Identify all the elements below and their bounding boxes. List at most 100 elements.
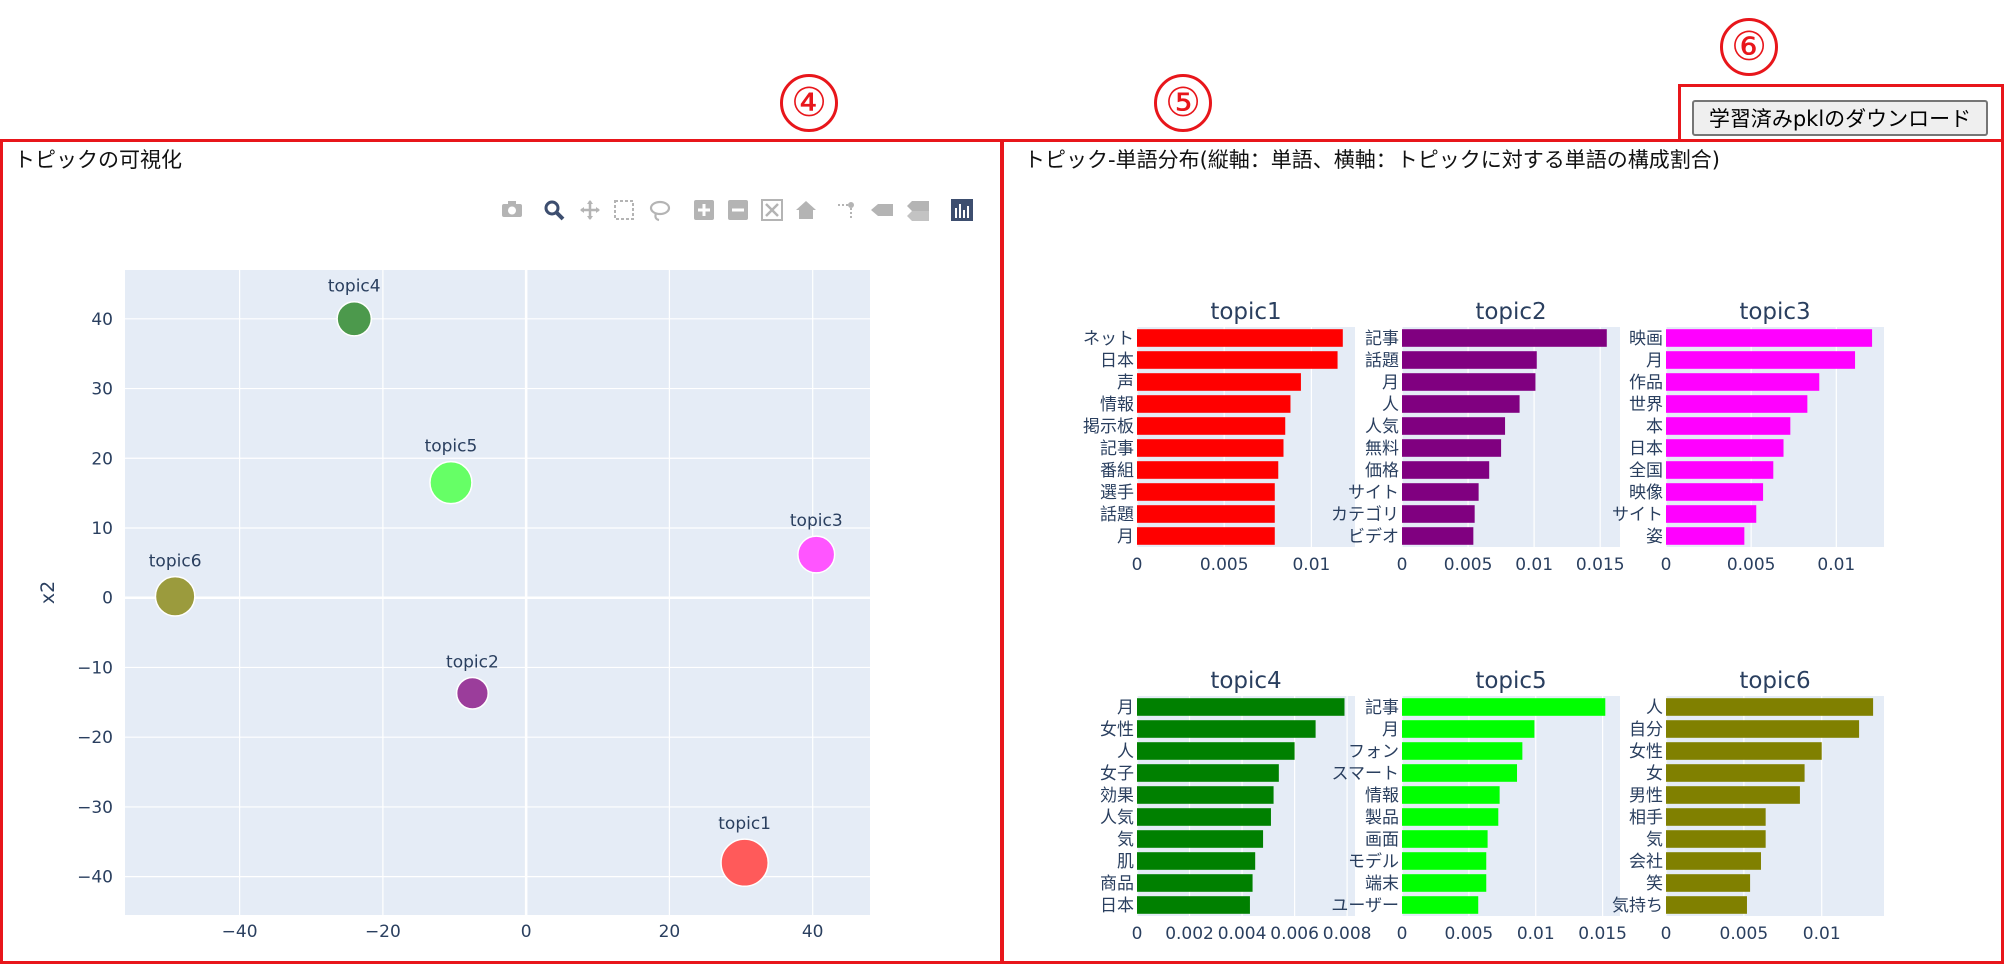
bar-topic5-1[interactable] [1402,720,1535,738]
zoom-out-icon[interactable] [728,200,748,220]
bar-topic1-7[interactable] [1137,483,1275,501]
bar-category-label: 記事 [1365,329,1399,349]
box-select-icon[interactable] [614,200,634,220]
bar-topic3-7[interactable] [1666,483,1764,501]
bar-category-label: 女性 [1100,720,1134,740]
bar-topic5-9[interactable] [1402,896,1479,914]
bar-topic3-3[interactable] [1666,395,1808,413]
bar-topic3-0[interactable] [1666,329,1873,347]
bar-category-label: 画面 [1365,830,1399,850]
bar-topic3-8[interactable] [1666,505,1757,523]
lasso-select-icon[interactable] [649,200,671,222]
bar-x-tick-label: 0.015 [1578,924,1627,944]
bar-x-tick-label: 0 [1132,924,1143,944]
bar-topic3-6[interactable] [1666,461,1774,479]
bar-topic6-7[interactable] [1666,852,1761,870]
bar-topic5-4[interactable] [1402,786,1500,804]
bar-topic5-6[interactable] [1402,830,1488,848]
bar-topic6-2[interactable] [1666,742,1822,760]
hover-compare-icon[interactable] [907,201,929,221]
bar-topic1-2[interactable] [1137,373,1301,391]
bar-category-label: 本 [1646,417,1663,437]
bar-topic4-4[interactable] [1137,786,1274,804]
x-tick-label: −20 [365,922,401,942]
pan-icon[interactable] [580,200,600,220]
bar-topic6-5[interactable] [1666,808,1766,826]
plotly-logo-icon[interactable] [951,199,973,221]
bar-topic2-9[interactable] [1402,527,1474,545]
bar-topic5-3[interactable] [1402,764,1518,782]
bar-topic2-6[interactable] [1402,461,1490,479]
bar-topic1-9[interactable] [1137,527,1275,545]
bar-topic6-3[interactable] [1666,764,1805,782]
bar-topic4-3[interactable] [1137,764,1279,782]
bar-topic6-1[interactable] [1666,720,1860,738]
bar-topic1-6[interactable] [1137,461,1279,479]
bar-topic1-3[interactable] [1137,395,1291,413]
bar-topic2-0[interactable] [1402,329,1607,347]
bar-x-tick-label: 0 [1132,555,1143,575]
bar-topic6-4[interactable] [1666,786,1800,804]
bar-topic4-9[interactable] [1137,896,1250,914]
bar-topic4-5[interactable] [1137,808,1271,826]
bar-topic5-5[interactable] [1402,808,1499,826]
bar-chart-topic5[interactable]: 0 0.005 0.01 0.015 記事月フォンスマート情報製品画面モデル端末ユーザー… [1331,668,1627,944]
bar-topic2-5[interactable] [1402,439,1502,457]
topic-marker-topic4[interactable] [336,300,373,337]
bar-topic4-2[interactable] [1137,742,1295,760]
autoscale-icon[interactable] [761,199,783,221]
bar-topic3-2[interactable] [1666,373,1820,391]
bar-topic4-7[interactable] [1137,852,1256,870]
topic-scatter-chart[interactable]: −40 −30 −20 −10 0 10 20 30 40 −40 −20 0 20 40 x2 topic1… [0,140,1000,964]
topic-marker-topic2[interactable] [455,676,489,710]
bar-topic2-3[interactable] [1402,395,1520,413]
topic-marker-topic1[interactable] [720,838,769,888]
bar-topic4-8[interactable] [1137,874,1253,892]
bar-topic3-4[interactable] [1666,417,1791,435]
bar-topic1-8[interactable] [1137,505,1275,523]
bar-topic2-4[interactable] [1402,417,1506,435]
bar-topic5-0[interactable] [1402,698,1606,716]
bar-topic1-4[interactable] [1137,417,1286,435]
bar-topic6-8[interactable] [1666,874,1751,892]
bar-x-tick-label: 0.015 [1576,555,1625,575]
bar-topic2-1[interactable] [1402,351,1537,369]
reset-axes-icon[interactable] [796,201,816,219]
bar-topic1-5[interactable] [1137,439,1284,457]
bar-topic4-0[interactable] [1137,698,1345,716]
bar-topic6-0[interactable] [1666,698,1874,716]
bar-topic6-9[interactable] [1666,896,1747,914]
hover-closest-icon[interactable] [871,204,893,216]
bar-topic5-7[interactable] [1402,852,1487,870]
bar-topic4-6[interactable] [1137,830,1264,848]
bar-topic5-8[interactable] [1402,874,1487,892]
bar-topic3-9[interactable] [1666,527,1745,545]
bar-topic4-1[interactable] [1137,720,1316,738]
bar-category-label: 自分 [1629,720,1663,740]
topic-marker-topic3[interactable] [797,535,836,574]
camera-icon[interactable] [502,201,522,217]
bar-topic5-2[interactable] [1402,742,1523,760]
bar-topic2-7[interactable] [1402,483,1479,501]
bar-topic3-1[interactable] [1666,351,1856,369]
bar-category-label: ビデオ [1348,526,1399,547]
bar-topic1-0[interactable] [1137,329,1343,347]
bar-topic2-8[interactable] [1402,505,1475,523]
topic-marker-topic5[interactable] [429,460,473,505]
download-pkl-button[interactable]: 学習済みpklのダウンロード [1692,100,1988,136]
bar-topic3-5[interactable] [1666,439,1784,457]
topic-marker-topic6[interactable] [154,575,196,617]
spike-lines-icon[interactable] [836,202,854,220]
bar-topic2-2[interactable] [1402,373,1536,391]
bar-category-label: 女 [1646,764,1663,784]
bar-topic1-1[interactable] [1137,351,1338,369]
zoom-icon[interactable] [544,200,565,221]
zoom-in-icon[interactable] [694,200,714,220]
bar-topic6-6[interactable] [1666,830,1766,848]
